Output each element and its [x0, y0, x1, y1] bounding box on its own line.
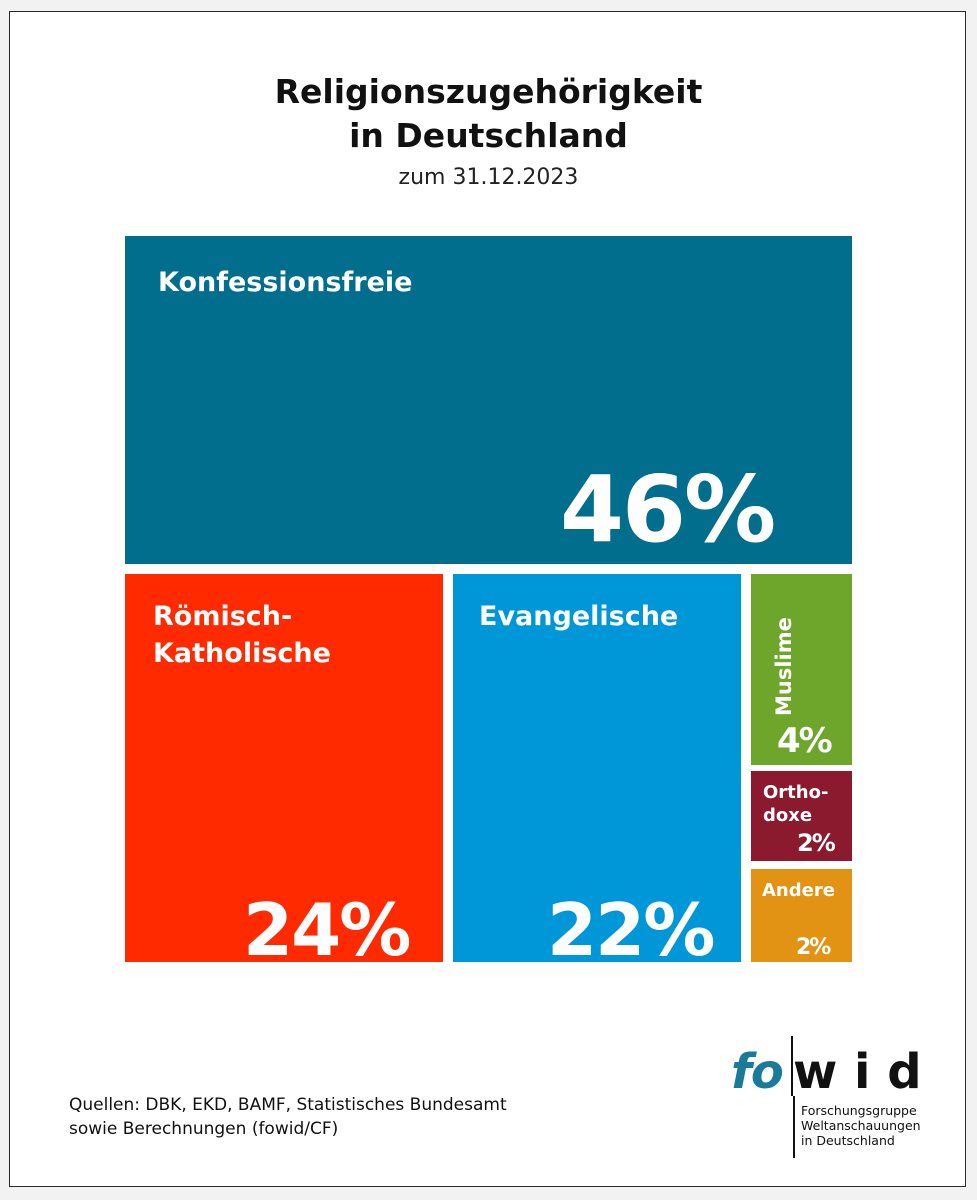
tile-label-orthodoxe: Ortho- doxe: [763, 782, 829, 826]
tile-value-römisch-katholische: 24%: [243, 888, 411, 962]
logo-wid-text: w i d: [793, 1044, 922, 1100]
logo-divider-bottom: [793, 1096, 795, 1158]
tile-label-muslime: Muslime: [772, 617, 796, 716]
tile-label-konfessionsfreie: Konfessionsfreie: [158, 267, 413, 298]
tile-label-evangelische: Evangelische: [479, 601, 679, 632]
chart-title-line2: in Deutschland: [349, 116, 628, 155]
tile-value-orthodoxe: 2%: [797, 829, 836, 857]
chart-frame: Religionszugehörigkeit in Deutschland zu…: [9, 11, 966, 1187]
chart-title: Religionszugehörigkeit in Deutschland: [10, 70, 967, 158]
chart-subtitle: zum 31.12.2023: [398, 165, 579, 190]
tile-muslime: Muslime 4%: [751, 574, 852, 765]
logo-subtitle: Forschungsgruppe Weltanschauungen in Deu…: [801, 1103, 921, 1148]
tile-evangelische: Evangelische 22%: [453, 574, 741, 962]
tile-andere: Andere 2%: [751, 869, 852, 962]
tile-konfessionsfreie: Konfessionsfreie 46%: [125, 236, 852, 564]
source-note: Quellen: DBK, EKD, BAMF, Statistisches B…: [69, 1095, 507, 1139]
tile-value-konfessionsfreie: 46%: [560, 456, 776, 563]
fowid-logo: fo w i d Forschungsgruppe Weltanschauung…: [725, 1022, 935, 1162]
tile-label-römisch-katholische: Römisch- Katholische: [153, 601, 331, 669]
logo-divider-left: [791, 1036, 793, 1096]
tile-value-evangelische: 22%: [547, 888, 715, 962]
tile-value-muslime: 4%: [777, 721, 833, 761]
tile-value-andere: 2%: [796, 935, 831, 960]
chart-title-line1: Religionszugehörigkeit: [274, 72, 703, 111]
tile-label-andere: Andere: [762, 880, 835, 901]
tile-orthodoxe: Ortho- doxe 2%: [751, 771, 852, 861]
logo-fo-text: fo: [731, 1044, 784, 1100]
tile-römisch-katholische: Römisch- Katholische 24%: [125, 574, 443, 962]
